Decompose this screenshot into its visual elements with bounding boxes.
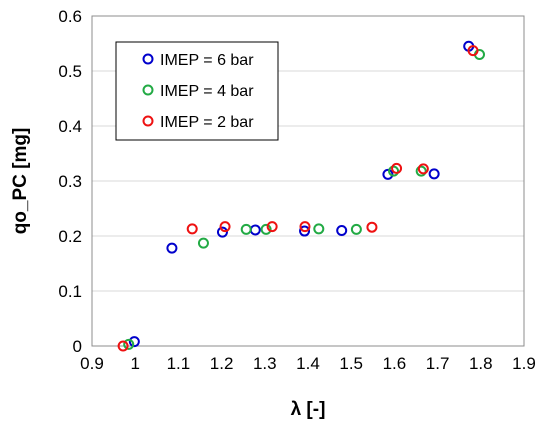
data-point — [299, 221, 311, 233]
x-tick-label: 1.7 — [426, 354, 450, 373]
y-axis-title: qo_PC [mg] — [10, 128, 31, 235]
data-point — [415, 165, 427, 177]
data-point — [266, 221, 278, 233]
data-point — [166, 242, 178, 254]
data-point — [350, 223, 362, 235]
data-points — [117, 40, 486, 352]
x-tick-label: 1.6 — [383, 354, 407, 373]
data-point — [428, 168, 440, 180]
data-point — [336, 225, 348, 236]
x-tick-label: 1.1 — [167, 354, 191, 373]
y-tick-label: 0.1 — [58, 282, 82, 301]
y-tick-label: 0.5 — [58, 62, 82, 81]
legend-marker — [142, 84, 154, 96]
data-point — [249, 224, 261, 236]
data-point — [240, 223, 252, 235]
data-point — [467, 45, 479, 57]
data-point — [313, 223, 325, 235]
data-point — [186, 223, 198, 235]
legend-marker — [142, 115, 154, 127]
x-tick-label: 1.4 — [296, 354, 320, 373]
legend: IMEP = 6 bar IMEP = 4 bar IMEP = 2 bar — [115, 41, 279, 141]
data-point — [299, 225, 311, 237]
x-tick-label: 1.9 — [512, 354, 536, 373]
data-point — [197, 237, 209, 249]
x-tick-label: 0.9 — [80, 354, 104, 373]
y-tick-label: 0.6 — [58, 7, 82, 26]
data-point — [216, 226, 228, 238]
data-point — [123, 338, 135, 350]
y-tick-label: 0.3 — [58, 172, 82, 191]
x-tick-label: 1.5 — [339, 354, 363, 373]
legend-label: IMEP = 2 bar — [160, 114, 254, 131]
legend-label: IMEP = 4 bar — [160, 83, 254, 100]
x-tick-label: 1.3 — [253, 354, 277, 373]
legend-marker — [142, 53, 154, 65]
x-tick-label: 1.2 — [210, 354, 234, 373]
data-point — [417, 163, 429, 175]
y-tick-label: 0 — [73, 337, 82, 356]
plot-area-frame — [91, 15, 525, 347]
data-point — [391, 162, 403, 174]
data-point — [117, 340, 129, 352]
legend-label: IMEP = 6 bar — [160, 52, 254, 69]
data-point — [260, 223, 272, 235]
x-axis-title: λ [-] — [291, 399, 326, 420]
data-point — [388, 165, 400, 177]
x-tick-labels: 0.9 1 1.1 1.2 1.3 1.4 1.5 1.6 1.7 1.8 1.9 — [80, 354, 536, 373]
x-tick-label: 1 — [130, 354, 139, 373]
data-point — [219, 221, 231, 233]
y-tick-label: 0.4 — [58, 117, 82, 136]
data-point — [382, 168, 394, 180]
data-point — [128, 336, 140, 348]
y-tick-label: 0.2 — [58, 227, 82, 246]
y-tick-labels: 0 0.1 0.2 0.3 0.4 0.5 0.6 — [58, 7, 82, 356]
x-tick-label: 1.8 — [469, 354, 493, 373]
data-point — [366, 221, 378, 233]
